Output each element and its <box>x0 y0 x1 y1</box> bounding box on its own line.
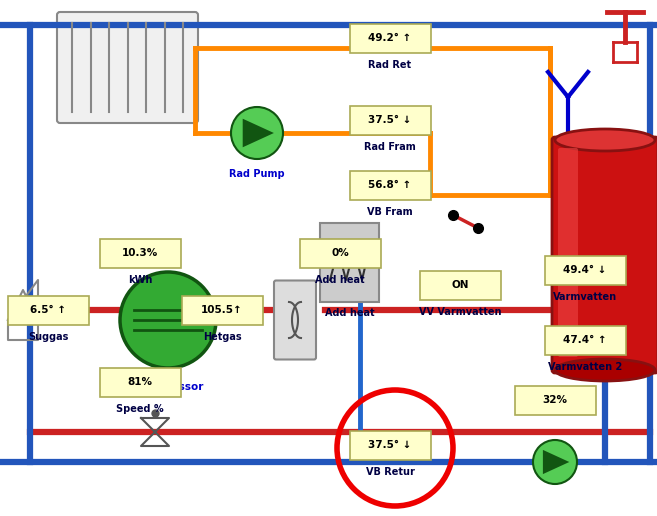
Text: VB Fram: VB Fram <box>367 207 413 217</box>
FancyBboxPatch shape <box>300 238 380 267</box>
FancyBboxPatch shape <box>420 270 501 299</box>
FancyBboxPatch shape <box>545 326 625 354</box>
FancyBboxPatch shape <box>350 170 430 200</box>
Circle shape <box>120 272 216 368</box>
FancyBboxPatch shape <box>99 238 181 267</box>
FancyBboxPatch shape <box>552 137 657 373</box>
Text: Kompressor: Kompressor <box>133 382 203 392</box>
Text: 56.8° ↑: 56.8° ↑ <box>369 180 412 190</box>
FancyBboxPatch shape <box>558 148 578 357</box>
Text: 6.5° ↑: 6.5° ↑ <box>30 305 66 315</box>
Text: 37.5° ↓: 37.5° ↓ <box>369 115 412 125</box>
Text: 10.3%: 10.3% <box>122 248 158 258</box>
Polygon shape <box>242 119 274 147</box>
FancyBboxPatch shape <box>350 105 430 135</box>
FancyBboxPatch shape <box>350 24 430 53</box>
FancyBboxPatch shape <box>57 12 198 123</box>
Text: 49.2° ↑: 49.2° ↑ <box>369 33 412 43</box>
FancyBboxPatch shape <box>274 281 316 360</box>
Text: Suggas: Suggas <box>28 332 68 342</box>
Circle shape <box>533 440 577 484</box>
Text: 105.5↑: 105.5↑ <box>201 305 243 315</box>
Text: 32%: 32% <box>543 395 568 405</box>
Text: 47.4° ↑: 47.4° ↑ <box>563 335 607 345</box>
Text: Rad Fram: Rad Fram <box>364 142 416 152</box>
Text: Rad Pump: Rad Pump <box>229 169 285 179</box>
FancyBboxPatch shape <box>350 430 430 460</box>
Text: ON: ON <box>451 280 468 290</box>
Ellipse shape <box>555 129 655 151</box>
Text: Varmvatten: Varmvatten <box>553 292 617 302</box>
Text: Rad Ret: Rad Ret <box>369 60 411 70</box>
Text: 49.4° ↓: 49.4° ↓ <box>563 265 606 275</box>
FancyBboxPatch shape <box>545 255 625 284</box>
Polygon shape <box>543 450 570 474</box>
Text: 37.5° ↓: 37.5° ↓ <box>369 440 412 450</box>
Text: kWh: kWh <box>128 275 152 285</box>
Text: VB Retur: VB Retur <box>365 467 415 477</box>
Text: Varmvatten 2: Varmvatten 2 <box>548 362 622 372</box>
Ellipse shape <box>555 359 655 381</box>
Text: Speed %: Speed % <box>116 404 164 414</box>
Text: Add heat: Add heat <box>325 308 374 318</box>
FancyBboxPatch shape <box>181 296 263 325</box>
FancyBboxPatch shape <box>7 296 89 325</box>
Text: 81%: 81% <box>127 377 152 387</box>
Text: VV Varmvatten: VV Varmvatten <box>419 307 501 317</box>
Circle shape <box>231 107 283 159</box>
Text: Hetgas: Hetgas <box>203 332 241 342</box>
Text: Add heat: Add heat <box>315 275 365 285</box>
Text: 0%: 0% <box>331 248 349 258</box>
FancyBboxPatch shape <box>99 367 181 396</box>
FancyBboxPatch shape <box>514 385 595 414</box>
FancyBboxPatch shape <box>320 223 379 302</box>
